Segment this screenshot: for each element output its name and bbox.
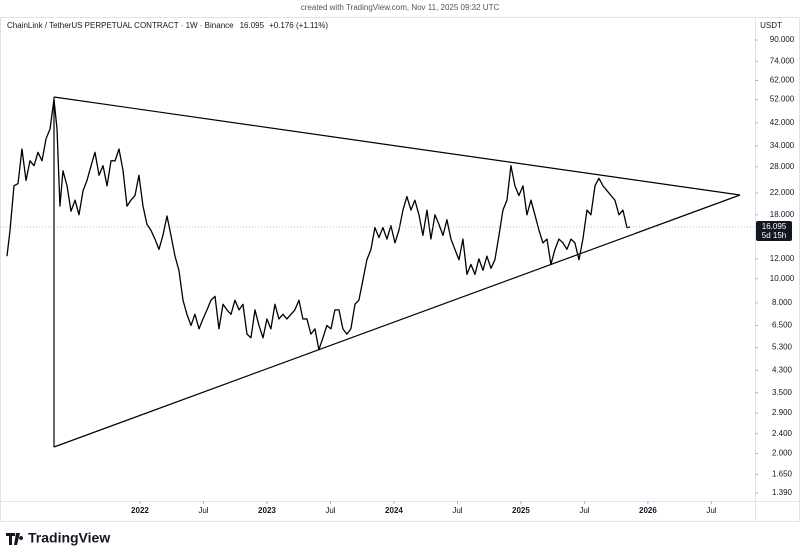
y-tick-label: 2.000: [772, 449, 793, 458]
y-tick-label: 52.000: [770, 95, 795, 104]
y-tick-label: 62.000: [770, 76, 795, 85]
x-tick-label: Jul: [579, 506, 589, 515]
header: created with TradingView.com, Nov 11, 20…: [301, 3, 500, 12]
x-tick-label: 2024: [385, 506, 403, 515]
y-tick-label: 10.000: [770, 274, 795, 283]
x-tick-label: 2026: [639, 506, 657, 515]
x-tick-label: Jul: [198, 506, 208, 515]
y-tick-label: 2.400: [772, 429, 793, 438]
x-tick-label: Jul: [706, 506, 716, 515]
y-tick-label: 12.000: [770, 254, 795, 263]
y-tick-label: 4.300: [772, 365, 793, 374]
y-tick-label: 1.650: [772, 469, 793, 478]
y-tick-label: 18.000: [770, 210, 795, 219]
last-price-box: [756, 220, 792, 241]
lower-trendline: [53, 194, 741, 448]
x-tick-label: 2023: [258, 506, 276, 515]
y-tick-label: 34.000: [770, 141, 795, 150]
currency: USDT: [760, 21, 782, 30]
x-tick-label: Jul: [325, 506, 335, 515]
countdown: 5d 15h: [762, 231, 786, 240]
brand: TradingView: [28, 530, 110, 546]
symbol-title: ChainLink / TetherUS PERPETUAL CONTRACT …: [7, 21, 234, 30]
upper-trendline: [53, 96, 741, 196]
y-tick-label: 8.000: [772, 298, 793, 307]
y-tick-label: 42.000: [770, 118, 795, 127]
triangle-drawing: [53, 96, 741, 448]
y-tick-label: 28.000: [770, 162, 795, 171]
logo-icon: [6, 533, 24, 545]
y-tick-label: 3.500: [772, 388, 793, 397]
x-tick-label: 2022: [131, 506, 149, 515]
y-tick-label: 1.390: [772, 488, 793, 497]
y-tick-label: 90.000: [770, 35, 795, 44]
x-tick-label: 2025: [512, 506, 530, 515]
legend-change: +0.176 (+1.11%): [269, 21, 328, 30]
logo: TradingView: [6, 530, 110, 546]
legend-price: 16.095: [240, 21, 265, 30]
y-tick-label: 74.000: [770, 56, 795, 65]
x-tick-label: Jul: [452, 506, 462, 515]
price-line: [6, 98, 631, 351]
last-price-label: 16.095: [762, 222, 787, 231]
y-tick-label: 5.300: [772, 343, 793, 352]
y-tick-label: 22.000: [770, 188, 795, 197]
y-tick-label: 2.900: [772, 408, 793, 417]
y-tick-label: 6.500: [772, 321, 793, 330]
